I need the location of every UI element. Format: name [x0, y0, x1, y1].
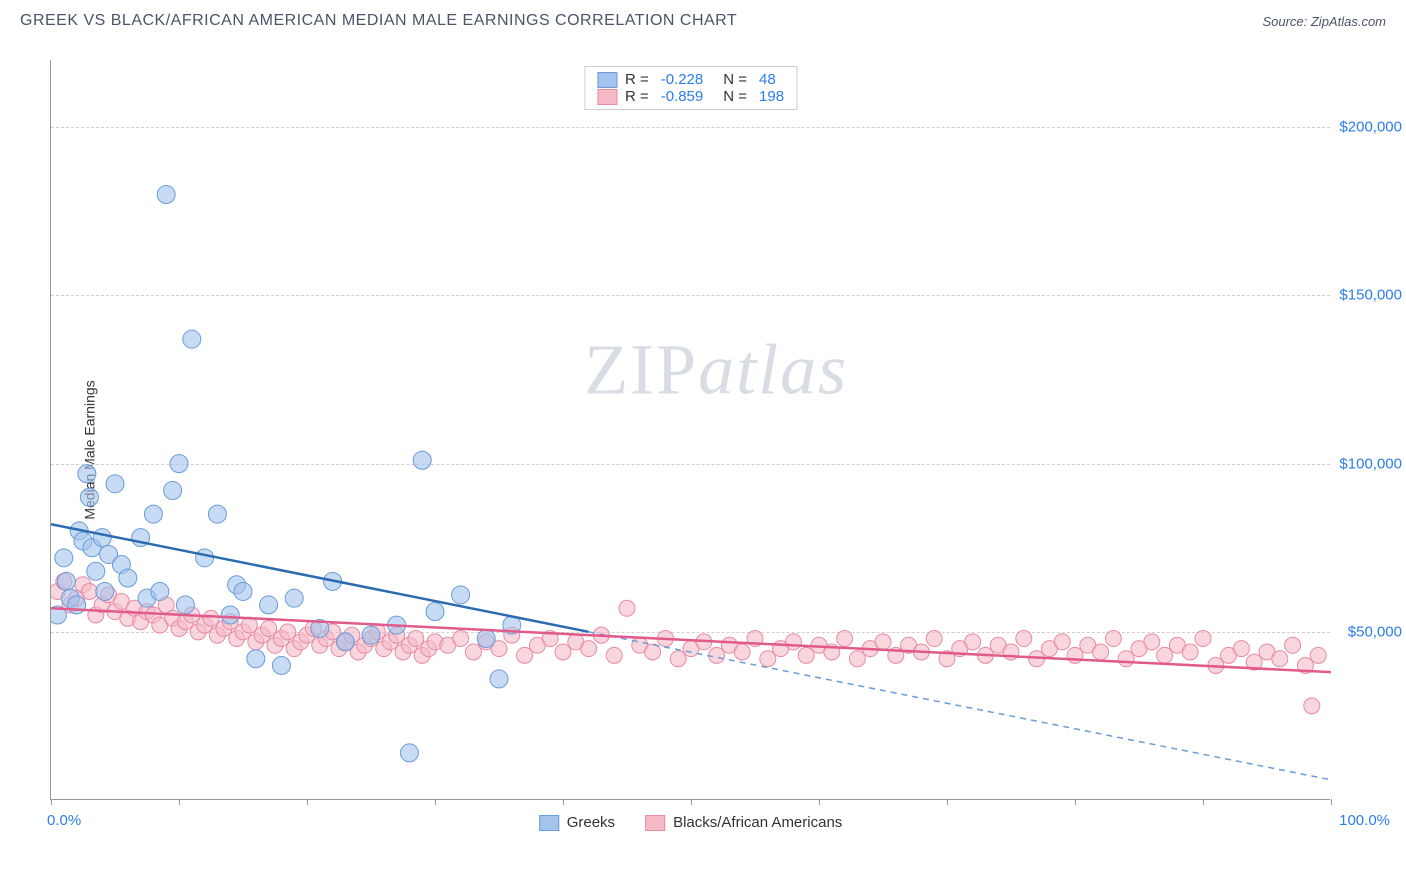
chart-container: Median Male Earnings ZIPatlas R = -0.228… — [50, 60, 1386, 840]
legend-bottom: Greeks Blacks/African Americans — [539, 814, 843, 831]
source-label: Source: ZipAtlas.com — [1262, 14, 1386, 29]
x-max-label: 100.0% — [1339, 812, 1390, 829]
legend-row-1: R = -0.859 N = 198 — [597, 88, 784, 105]
swatch-b0 — [539, 815, 559, 831]
r-label-0: R = — [625, 71, 649, 88]
legend-bottom-0: Greeks — [539, 814, 615, 831]
y-tick-label: $150,000 — [1339, 287, 1402, 304]
y-tick-label: $100,000 — [1339, 455, 1402, 472]
legend-bottom-1: Blacks/African Americans — [645, 814, 842, 831]
legend-top: R = -0.228 N = 48 R = -0.859 N = 198 — [584, 66, 797, 110]
n-label-0: N = — [723, 71, 747, 88]
n-value-0: 48 — [759, 71, 776, 88]
legend-row-0: R = -0.228 N = 48 — [597, 71, 784, 88]
y-tick-label: $200,000 — [1339, 119, 1402, 136]
x-min-label: 0.0% — [47, 812, 81, 829]
chart-title: GREEK VS BLACK/AFRICAN AMERICAN MEDIAN M… — [20, 12, 737, 30]
legend-bottom-label-0: Greeks — [567, 814, 615, 831]
r-value-0: -0.228 — [661, 71, 704, 88]
swatch-1 — [597, 89, 617, 105]
legend-bottom-label-1: Blacks/African Americans — [673, 814, 842, 831]
n-value-1: 198 — [759, 88, 784, 105]
plot-area: ZIPatlas R = -0.228 N = 48 R = -0.859 N … — [50, 60, 1330, 800]
r-label-1: R = — [625, 88, 649, 105]
n-label-1: N = — [723, 88, 747, 105]
plot-svg — [51, 60, 1331, 800]
swatch-b1 — [645, 815, 665, 831]
y-tick-label: $50,000 — [1348, 623, 1402, 640]
swatch-0 — [597, 72, 617, 88]
r-value-1: -0.859 — [661, 88, 704, 105]
